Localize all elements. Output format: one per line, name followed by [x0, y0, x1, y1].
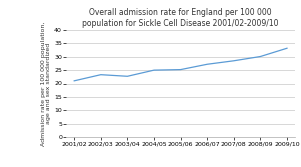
Title: Overall admission rate for England per 100 000
population for Sickle Cell Diseas: Overall admission rate for England per 1…: [82, 9, 279, 28]
Y-axis label: Admission rate per 100 000 population,
age and sex standardized: Admission rate per 100 000 population, a…: [41, 21, 51, 146]
